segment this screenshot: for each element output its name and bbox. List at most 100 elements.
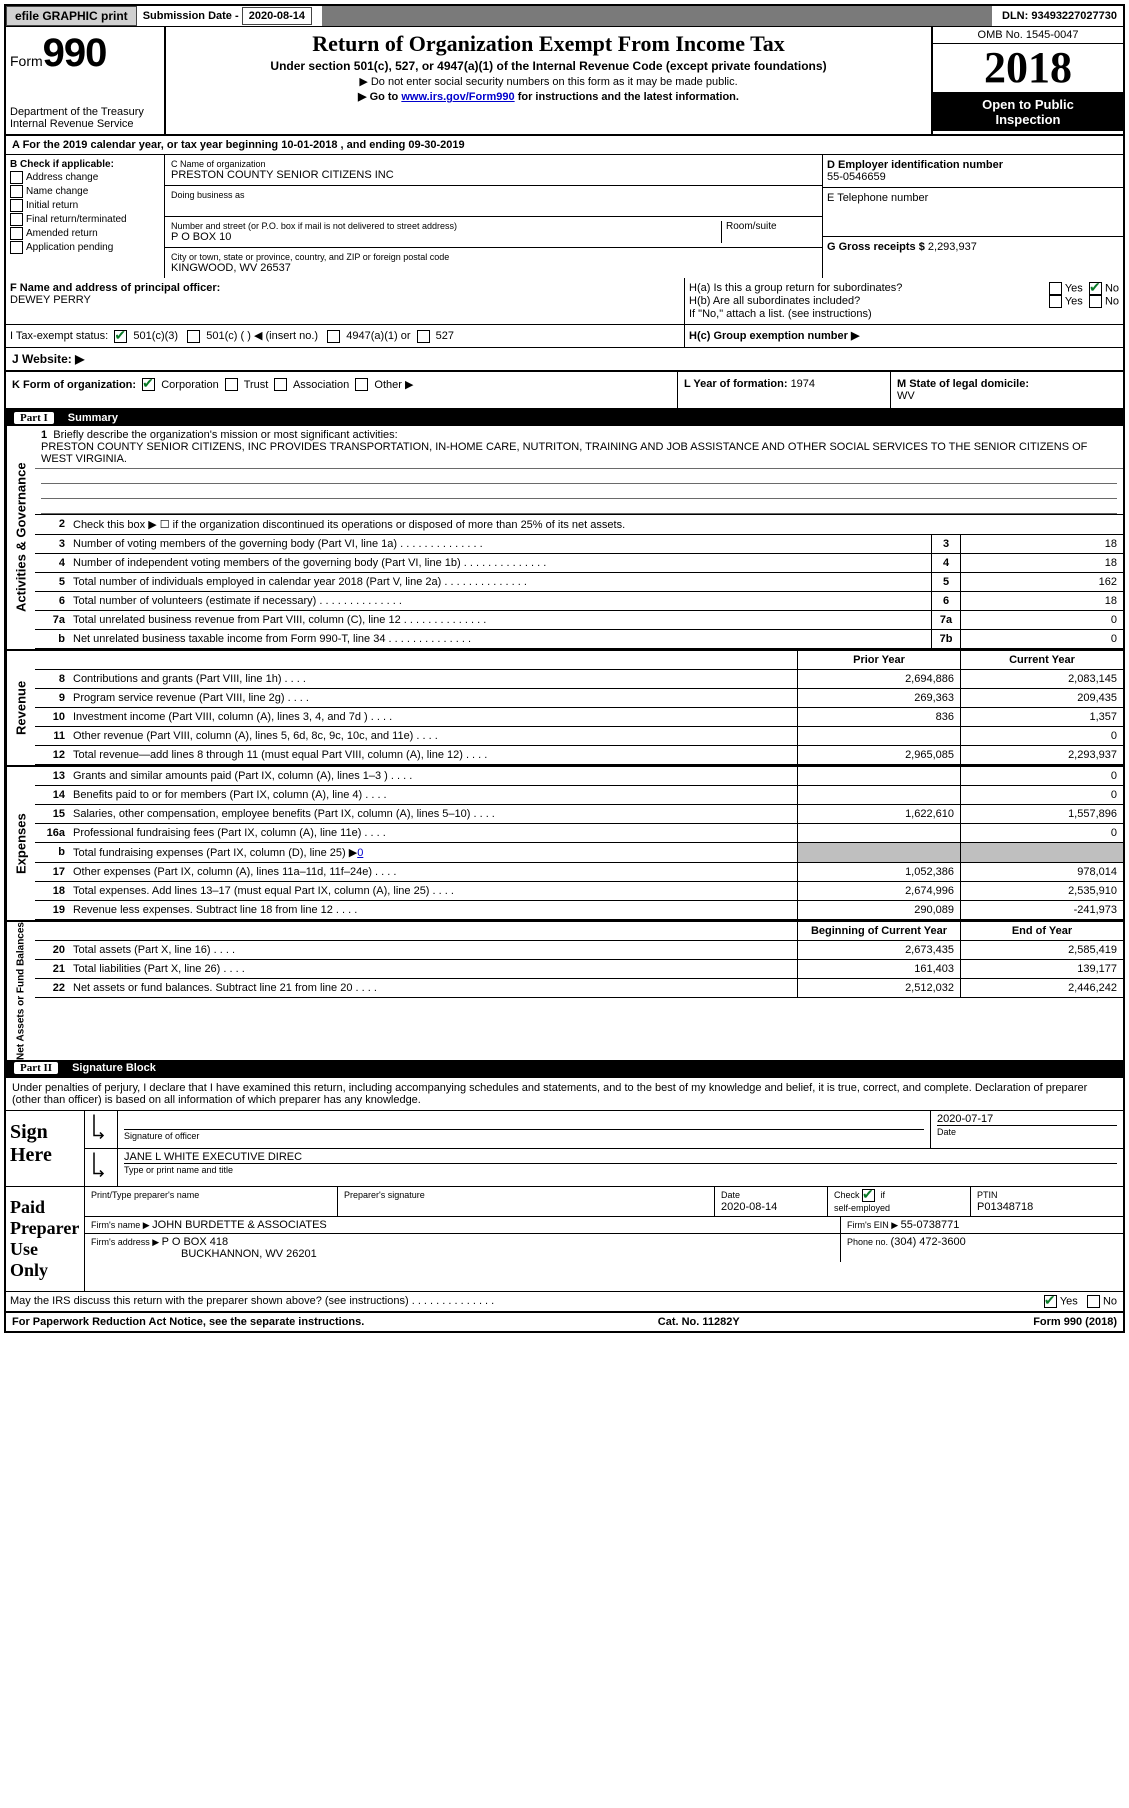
form-header: Form990 Department of the Treasury Inter… <box>6 27 1123 136</box>
submission-date-label: Submission Date - 2020-08-14 <box>137 8 318 24</box>
table-row: 21Total liabilities (Part X, line 26) . … <box>35 960 1123 979</box>
form-title: Return of Organization Exempt From Incom… <box>170 31 927 57</box>
table-row: 4Number of independent voting members of… <box>35 554 1123 573</box>
firm-phone: (304) 472-3600 <box>891 1236 966 1248</box>
firm-ein: 55-0738771 <box>901 1219 960 1231</box>
hb-yes[interactable] <box>1049 295 1062 308</box>
paid-preparer-label: Paid Preparer Use Only <box>6 1187 85 1291</box>
box-f: F Name and address of principal officer:… <box>6 278 685 324</box>
form-subtitle-2: ▶ Do not enter social security numbers o… <box>170 75 927 88</box>
table-row: 17Other expenses (Part IX, column (A), l… <box>35 863 1123 882</box>
sig-officer-label: Signature of officer <box>124 1131 199 1141</box>
table-row: 14Benefits paid to or for members (Part … <box>35 786 1123 805</box>
section-revenue: Revenue Prior Year Current Year 8Contrib… <box>6 649 1123 765</box>
table-row: 20Total assets (Part X, line 16) . . . .… <box>35 941 1123 960</box>
dln: DLN: 93493227027730 <box>996 8 1123 24</box>
org-name: PRESTON COUNTY SENIOR CITIZENS INC <box>171 169 816 181</box>
chk-other[interactable] <box>355 378 368 391</box>
perjury-declaration: Under penalties of perjury, I declare th… <box>6 1076 1123 1111</box>
box-hc: H(c) Group exemption number ▶ <box>685 325 1123 347</box>
chk-assoc[interactable] <box>274 378 287 391</box>
sig-date-label: Date <box>937 1127 956 1137</box>
form-number: Form990 <box>10 31 160 76</box>
sidelabel-expenses: Expenses <box>6 767 35 920</box>
signature-arrow-icon <box>91 1151 106 1181</box>
firm-address-2: BUCKHANNON, WV 26201 <box>91 1248 834 1260</box>
org-name-label: C Name of organization <box>171 159 816 169</box>
box-e: E Telephone number <box>823 188 1123 237</box>
discuss-yes[interactable] <box>1044 1295 1057 1308</box>
chk-corp[interactable] <box>142 378 155 391</box>
ha-no[interactable] <box>1089 282 1102 295</box>
header-right: OMB No. 1545-0047 2018 Open to PublicIns… <box>931 27 1123 134</box>
box-g: G Gross receipts $ 2,293,937 <box>823 237 1123 257</box>
chk-trust[interactable] <box>225 378 238 391</box>
tax-year: 2018 <box>933 44 1123 93</box>
shaded-cell <box>797 843 960 862</box>
header-mid: Return of Organization Exempt From Incom… <box>166 27 931 134</box>
chk-self-employed[interactable] <box>862 1189 875 1202</box>
omb-number: OMB No. 1545-0047 <box>933 27 1123 44</box>
ha-label: H(a) Is this a group return for subordin… <box>689 282 902 295</box>
line-1: 1 Briefly describe the organization's mi… <box>35 426 1123 469</box>
mission-text: PRESTON COUNTY SENIOR CITIZENS, INC PROV… <box>41 441 1087 465</box>
box-j-website: J Website: ▶ <box>6 348 1123 372</box>
efile-topbar: efile GRAPHIC print Submission Date - 20… <box>6 6 1123 27</box>
table-row: bNet unrelated business taxable income f… <box>35 630 1123 649</box>
table-row: 15Salaries, other compensation, employee… <box>35 805 1123 824</box>
gross-receipts-value: 2,293,937 <box>928 241 977 253</box>
chk-527[interactable] <box>417 330 430 343</box>
irs-label: Internal Revenue Service <box>10 118 160 130</box>
col-current-year: Current Year <box>960 651 1123 669</box>
col-eoy: End of Year <box>960 922 1123 940</box>
table-row: 11Other revenue (Part VIII, column (A), … <box>35 727 1123 746</box>
topbar-spacer <box>322 6 992 26</box>
efile-print-button[interactable]: efile GRAPHIC print <box>6 6 137 26</box>
line-a-tax-year: A For the 2019 calendar year, or tax yea… <box>6 136 1123 155</box>
dba-label: Doing business as <box>171 190 816 200</box>
part1-header: Part I Summary <box>6 410 1123 426</box>
paid-preparer-row: Paid Preparer Use Only Print/Type prepar… <box>6 1187 1123 1292</box>
hb-no[interactable] <box>1089 295 1102 308</box>
ein-value: 55-0546659 <box>827 171 886 183</box>
line-16b: Total fundraising expenses (Part IX, col… <box>69 843 797 862</box>
box-m: M State of legal domicile:WV <box>890 372 1123 408</box>
line-2: Check this box ▶ ☐ if the organization d… <box>69 515 1123 534</box>
box-d: D Employer identification number 55-0546… <box>823 155 1123 188</box>
discuss-row: May the IRS discuss this return with the… <box>6 1292 1123 1312</box>
section-i-hc: I Tax-exempt status: 501(c)(3) 501(c) ( … <box>6 325 1123 348</box>
table-row: 5Total number of individuals employed in… <box>35 573 1123 592</box>
city-value: KINGWOOD, WV 26537 <box>171 262 816 274</box>
chk-final-return[interactable]: Final return/terminated <box>10 213 160 226</box>
chk-501c[interactable] <box>187 330 200 343</box>
chk-501c3[interactable] <box>114 330 127 343</box>
box-b: B Check if applicable: Address change Na… <box>6 155 165 278</box>
officer-name: DEWEY PERRY <box>10 294 91 306</box>
table-row: 22Net assets or fund balances. Subtract … <box>35 979 1123 998</box>
page-footer: For Paperwork Reduction Act Notice, see … <box>6 1312 1123 1331</box>
sign-here-row: Sign Here Signature of officer 2020-07-1… <box>6 1111 1123 1187</box>
section-net-assets: Net Assets or Fund Balances Beginning of… <box>6 920 1123 1060</box>
ha-yes[interactable] <box>1049 282 1062 295</box>
table-row: 7aTotal unrelated business revenue from … <box>35 611 1123 630</box>
table-row: 16aProfessional fundraising fees (Part I… <box>35 824 1123 843</box>
chk-amended-return[interactable]: Amended return <box>10 227 160 240</box>
firm-address-1: P O BOX 418 <box>162 1236 228 1248</box>
chk-initial-return[interactable]: Initial return <box>10 199 160 212</box>
preparer-date: 2020-08-14 <box>721 1201 821 1213</box>
dept-treasury: Department of the Treasury <box>10 106 160 118</box>
chk-address-change[interactable]: Address change <box>10 171 160 184</box>
discuss-no[interactable] <box>1087 1295 1100 1308</box>
sign-here-label: Sign Here <box>6 1111 85 1186</box>
form-subtitle-3: ▶ Go to www.irs.gov/Form990 for instruct… <box>170 90 927 103</box>
sidelabel-ag: Activities & Governance <box>6 426 35 649</box>
city-label: City or town, state or province, country… <box>171 252 816 262</box>
chk-4947a1[interactable] <box>327 330 340 343</box>
chk-application-pending[interactable]: Application pending <box>10 241 160 254</box>
chk-name-change[interactable]: Name change <box>10 185 160 198</box>
room-suite-label: Room/suite <box>721 221 816 243</box>
firm-name: JOHN BURDETTE & ASSOCIATES <box>152 1219 327 1231</box>
table-row: 9Program service revenue (Part VIII, lin… <box>35 689 1123 708</box>
hb-note: If "No," attach a list. (see instruction… <box>689 308 1119 320</box>
irs-link[interactable]: www.irs.gov/Form990 <box>401 91 514 103</box>
